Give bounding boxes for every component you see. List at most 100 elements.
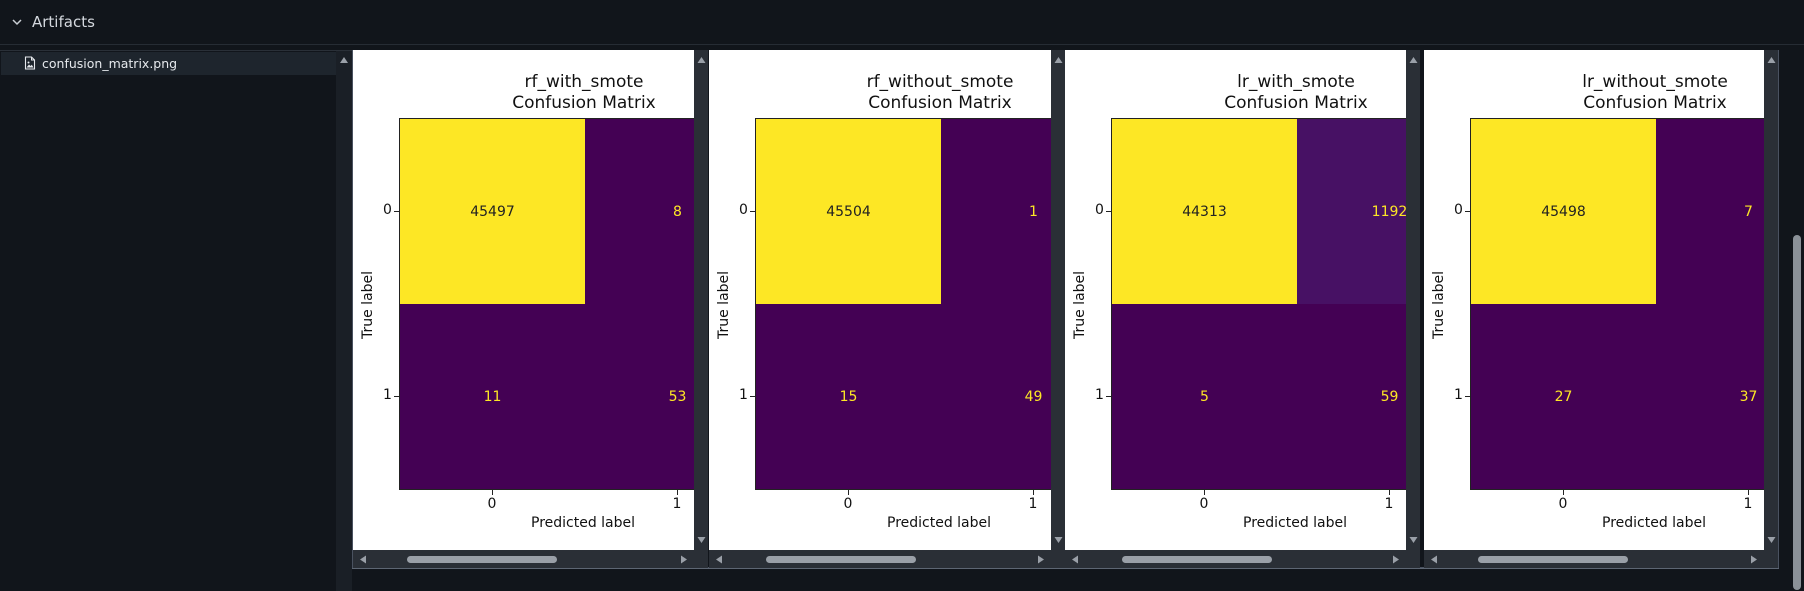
x-tick-mark [676, 490, 678, 495]
scroll-up-arrow-icon[interactable] [339, 56, 349, 64]
matrix-cell-value: 45497 [470, 203, 515, 220]
scroll-right-arrow-icon[interactable] [1037, 555, 1045, 564]
panel-horizontal-scrollbar[interactable] [709, 550, 1065, 568]
scroll-left-arrow-icon[interactable] [1430, 555, 1438, 564]
y-tick-mark [394, 210, 399, 212]
scroll-right-arrow-icon[interactable] [680, 555, 688, 564]
matrix-cell-r0-c0: 45504 [756, 119, 941, 304]
y-tick-label: 1 [383, 386, 392, 403]
page-scrollbar-thumb[interactable] [1793, 235, 1801, 590]
matrix-cell-r0-c1: 1 [941, 119, 1051, 304]
viewer-footer-strip [352, 568, 1779, 590]
horizontal-scroll-thumb[interactable] [1122, 556, 1272, 563]
x-tick-mark [1388, 490, 1390, 495]
y-tick-label: 1 [739, 386, 748, 403]
horizontal-scroll-thumb[interactable] [407, 556, 557, 563]
page-scrollbar[interactable] [1790, 50, 1804, 590]
matrix-cell-value: 59 [1380, 388, 1399, 405]
horizontal-scroll-thumb[interactable] [1478, 556, 1628, 563]
panel-vertical-scrollbar[interactable] [1406, 50, 1420, 550]
panel-horizontal-scrollbar[interactable] [1065, 550, 1420, 568]
scroll-down-arrow-icon[interactable] [1767, 536, 1776, 544]
x-tick-label: 0 [843, 496, 853, 512]
scroll-right-arrow-icon[interactable] [1750, 555, 1758, 564]
y-tick-label: 1 [1095, 386, 1104, 403]
panel-vertical-scrollbar[interactable] [694, 50, 708, 550]
matrix-cell-r0-c1: 7 [1656, 119, 1764, 304]
scroll-left-arrow-icon[interactable] [1071, 555, 1079, 564]
scroll-down-arrow-icon[interactable] [1409, 536, 1418, 544]
scroll-right-arrow-icon[interactable] [1392, 555, 1400, 564]
panel-horizontal-scrollbar[interactable] [353, 550, 708, 568]
matrix-cell-value: 27 [1554, 388, 1573, 405]
confusion-matrix-panel-rf-without-smote[interactable]: rf_without_smote Confusion Matrix 45504 1 15… [709, 50, 1065, 568]
y-tick-label: 1 [1454, 386, 1463, 403]
matrix-cell-value: 5 [1200, 388, 1209, 405]
x-tick-mark [1562, 490, 1564, 495]
y-tick-mark [394, 395, 399, 397]
scroll-up-arrow-icon[interactable] [1054, 56, 1063, 64]
y-tick-mark [1106, 210, 1111, 212]
x-tick-label: 1 [1743, 496, 1753, 512]
scroll-down-arrow-icon[interactable] [697, 536, 706, 544]
x-tick-mark [1032, 490, 1034, 495]
plot-title-line2: Confusion Matrix [1224, 93, 1368, 113]
y-axis-label: True label [1072, 270, 1088, 339]
tree-item-confusion-matrix[interactable]: confusion_matrix.png [1, 52, 336, 75]
matrix-cell-value: 7 [1744, 203, 1753, 220]
x-tick-label: 0 [1199, 496, 1209, 512]
plot-title: rf_without_smote Confusion Matrix [775, 72, 1051, 114]
panel-horizontal-scrollbar[interactable] [1424, 550, 1778, 568]
y-axis-label: True label [1431, 270, 1447, 339]
matrix-cell-r1-c1: 49 [941, 304, 1051, 489]
plot-title: lr_without_smote Confusion Matrix [1490, 72, 1764, 114]
y-axis-label: True label [360, 270, 376, 339]
panel-vertical-scrollbar[interactable] [1051, 50, 1065, 550]
confusion-matrix-grid: 44313 1192 5 59 [1111, 118, 1406, 490]
scroll-up-arrow-icon[interactable] [1767, 56, 1776, 64]
matrix-cell-r0-c1: 8 [585, 119, 694, 304]
matrix-cell-value: 44313 [1182, 203, 1227, 220]
confusion-matrix-panel-rf-with-smote[interactable]: rf_with_smote Confusion Matrix 45497 8 11 53 0… [353, 50, 708, 568]
artifacts-title: Artifacts [32, 13, 95, 31]
confusion-matrix-panel-lr-without-smote[interactable]: lr_without_smote Confusion Matrix 45498 7 27… [1424, 50, 1778, 568]
plot-title-line1: lr_without_smote [1582, 72, 1728, 92]
scroll-up-arrow-icon[interactable] [1409, 56, 1418, 64]
matrix-cell-r1-c0: 11 [400, 304, 585, 489]
matrix-cell-r0-c0: 45498 [1471, 119, 1656, 304]
horizontal-scroll-thumb[interactable] [766, 556, 916, 563]
plot-title-line2: Confusion Matrix [868, 93, 1012, 113]
plot-title-line1: lr_with_smote [1237, 72, 1355, 92]
matrix-cell-r1-c1: 53 [585, 304, 694, 489]
plot-title-line2: Confusion Matrix [1583, 93, 1727, 113]
scroll-left-arrow-icon[interactable] [715, 555, 723, 564]
image-file-icon [23, 56, 38, 71]
x-tick-label: 1 [1028, 496, 1038, 512]
y-tick-mark [750, 395, 755, 397]
tree-item-label: confusion_matrix.png [42, 56, 178, 71]
chevron-down-icon[interactable] [6, 11, 28, 33]
matrix-cell-r0-c0: 45497 [400, 119, 585, 304]
x-tick-mark [847, 490, 849, 495]
panel-vertical-scrollbar[interactable] [1764, 50, 1778, 550]
artifacts-section-header[interactable]: Artifacts [0, 0, 1804, 45]
confusion-matrix-panel-lr-with-smote[interactable]: lr_with_smote Confusion Matrix 44313 1192 5 5… [1065, 50, 1420, 568]
y-tick-mark [1465, 395, 1470, 397]
matrix-cell-value: 8 [673, 203, 682, 220]
plot-title-line1: rf_without_smote [866, 72, 1014, 92]
confusion-matrix-grid: 45498 7 27 37 [1470, 118, 1764, 490]
matrix-cell-value: 1192 [1371, 203, 1406, 220]
scroll-left-arrow-icon[interactable] [359, 555, 367, 564]
scroll-down-arrow-icon[interactable] [1054, 536, 1063, 544]
x-tick-mark [491, 490, 493, 495]
matrix-cell-r0-c1: 1192 [1297, 119, 1406, 304]
y-tick-mark [1106, 395, 1111, 397]
x-tick-label: 1 [672, 496, 682, 512]
matrix-cell-value: 49 [1024, 388, 1043, 405]
y-tick-label: 0 [739, 201, 748, 218]
plot-title: lr_with_smote Confusion Matrix [1131, 72, 1406, 114]
tree-scrollbar[interactable] [336, 51, 352, 591]
matrix-cell-value: 45498 [1541, 203, 1586, 220]
matrix-cell-value: 45504 [826, 203, 871, 220]
scroll-up-arrow-icon[interactable] [697, 56, 706, 64]
